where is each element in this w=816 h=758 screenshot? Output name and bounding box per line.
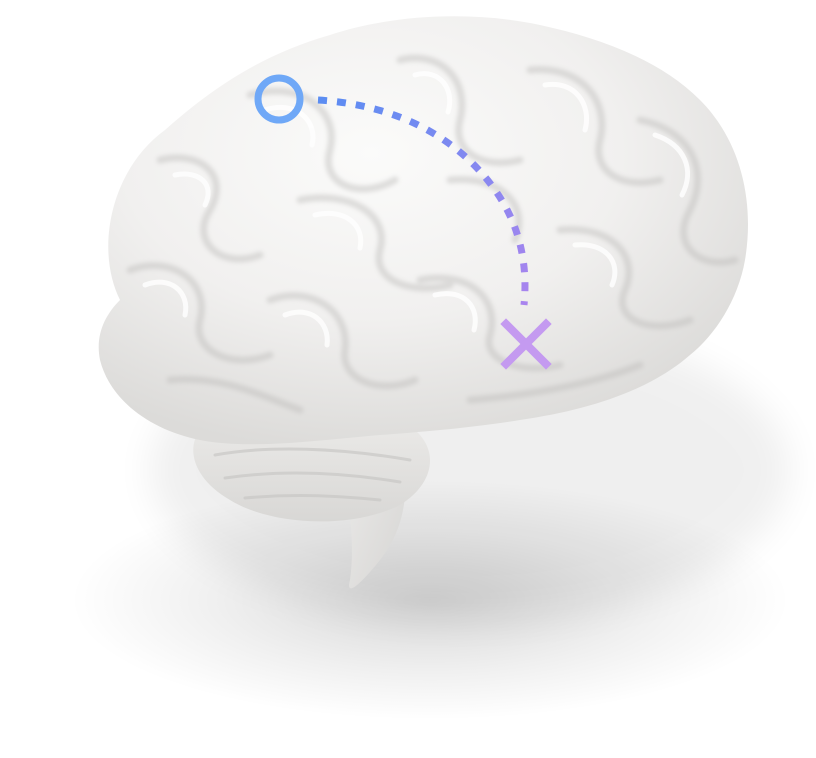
brain-illustration [0, 0, 816, 758]
brain-scene [0, 0, 816, 758]
